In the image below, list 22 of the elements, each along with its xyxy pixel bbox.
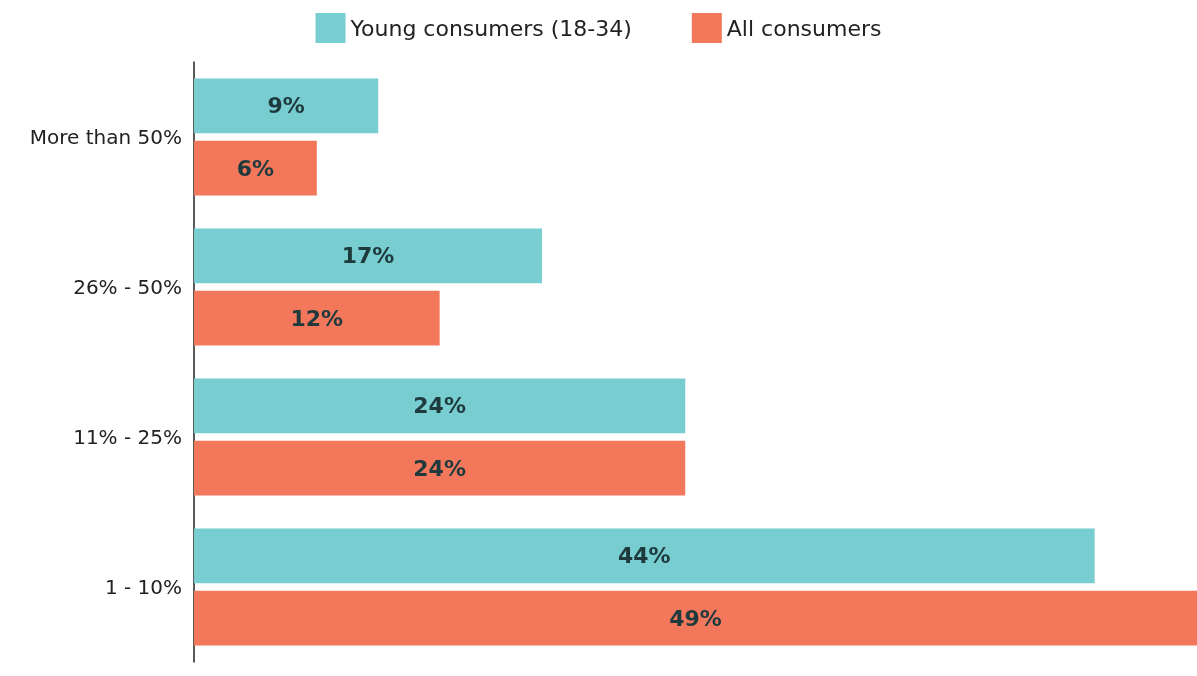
data-label: 9% [267,93,305,119]
bar [194,440,686,496]
data-label: 24% [413,393,466,419]
bar [194,228,542,284]
legend-label: Young consumers (18-34) [349,15,632,41]
bar [194,290,440,346]
bar [194,528,1095,584]
data-label: 44% [617,543,671,569]
y-tick-label: 26% - 50% [73,275,182,299]
data-label: 17% [341,243,395,269]
data-label: 6% [236,155,275,181]
legend-label: All consumers [726,15,882,41]
data-label: 12% [290,305,344,331]
bar [194,590,1197,646]
data-label: 49% [669,605,722,631]
data-label: 24% [413,455,466,481]
y-tick-label: More than 50% [29,125,182,149]
bar [194,378,686,434]
y-tick-label: 11% - 25% [73,425,182,449]
bar [194,78,379,134]
bar [194,140,317,196]
y-tick-label: 1 - 10% [104,575,182,599]
